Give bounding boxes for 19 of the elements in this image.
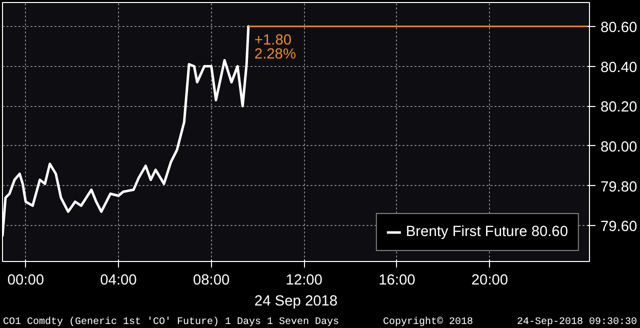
x-tick-label: 20:00 xyxy=(471,272,508,288)
annotation: +1.80 xyxy=(254,32,292,48)
x-tick-label: 12:00 xyxy=(286,272,322,288)
x-tick-label: 08:00 xyxy=(192,272,230,288)
y-tick-label: 80.60 xyxy=(600,20,638,36)
text: 24-Sep-2018 09:30:30 xyxy=(516,316,637,328)
y-tick-label: 80.00 xyxy=(600,139,638,156)
y-tick-label: 79.80 xyxy=(600,179,638,196)
y-tick-label: 79.60 xyxy=(600,219,638,236)
legend-label: Brenty First Future 80.60 xyxy=(406,224,568,240)
y-tick-label: 80.40 xyxy=(600,60,638,76)
annotation: 2.28% xyxy=(254,46,296,62)
x-tick-label: 00:00 xyxy=(7,272,44,288)
x-tick-label: 04:00 xyxy=(100,272,137,288)
x-axis-title: 24 Sep 2018 xyxy=(254,294,338,310)
text: CO1 Comdty (Generic 1st 'CO' Future) 1 Days 1 Seven Days xyxy=(3,316,340,328)
text: Copyright© 2018 xyxy=(383,316,474,328)
x-tick-label: 16:00 xyxy=(378,272,416,288)
y-tick-label: 80.20 xyxy=(600,100,638,116)
